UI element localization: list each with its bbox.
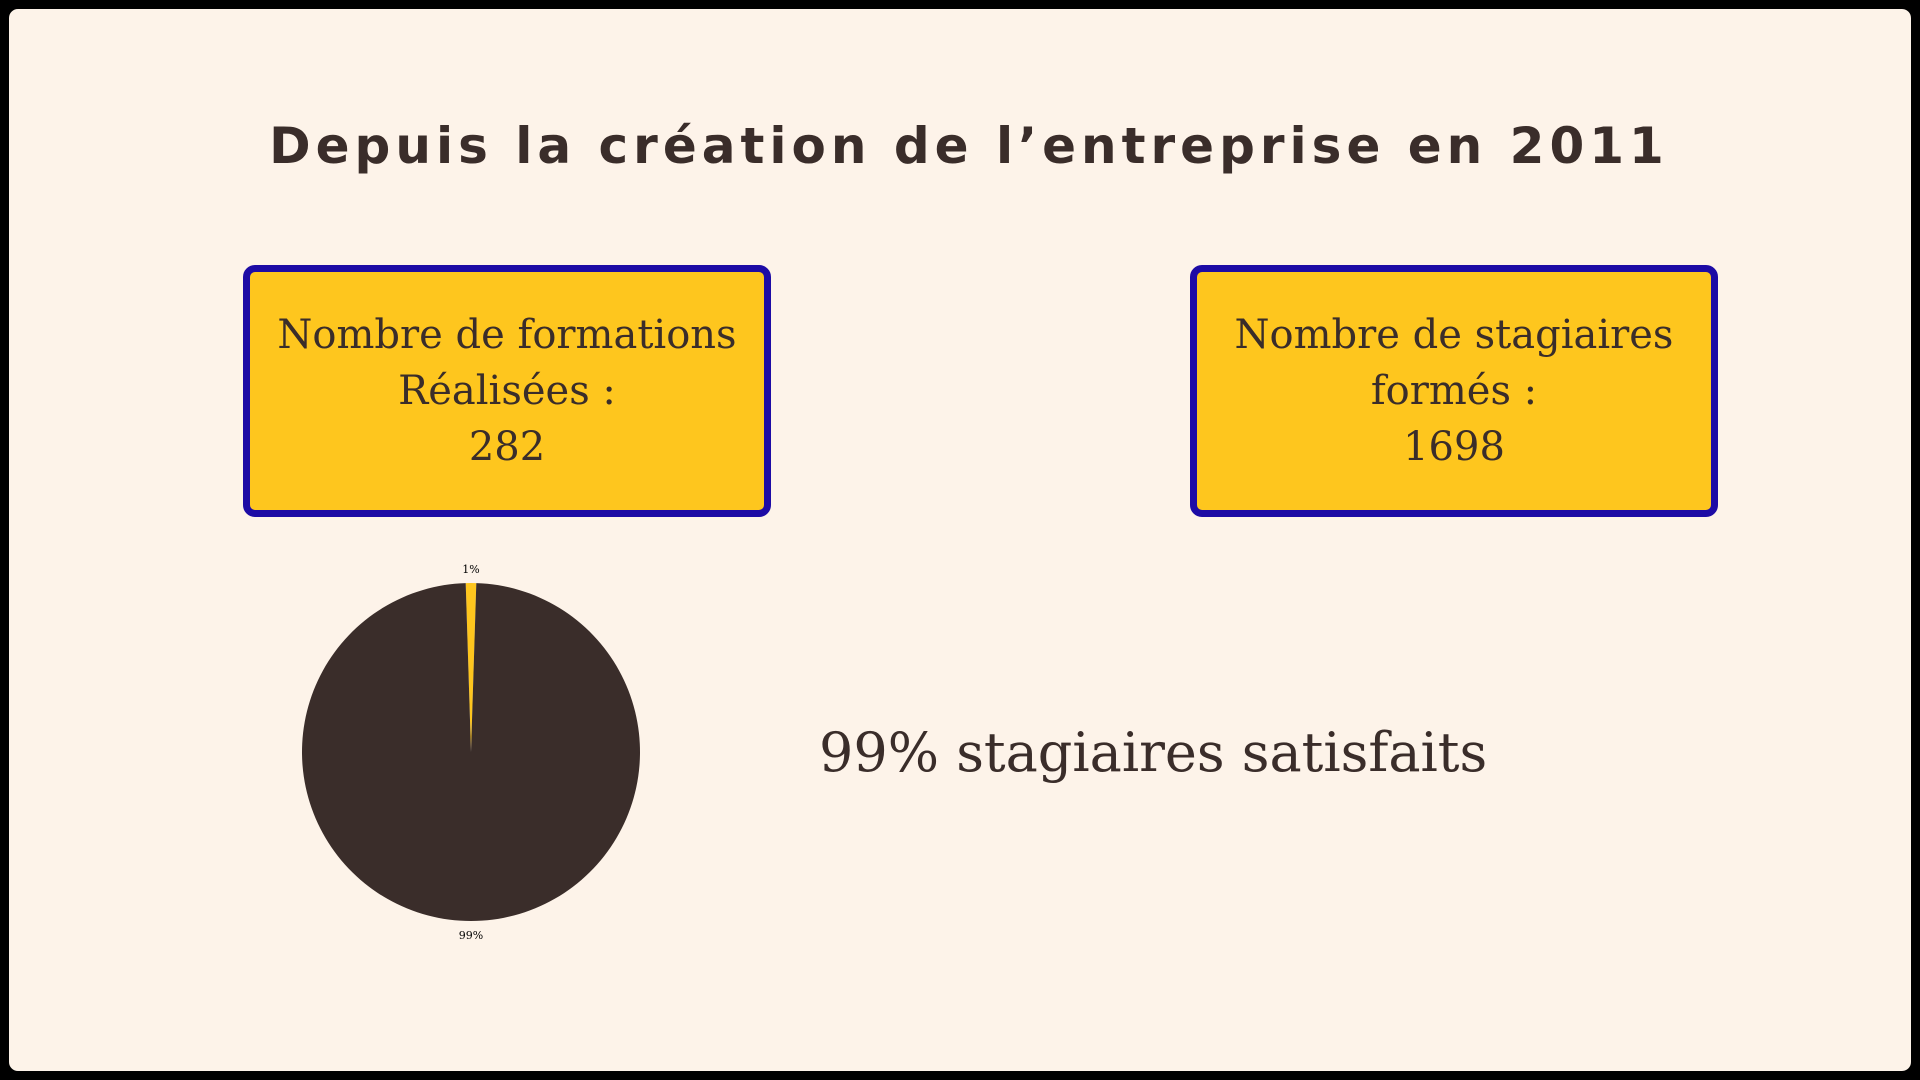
pie-svg: 1% 99% — [302, 563, 641, 942]
satisfaction-pie-chart: 1% 99% — [279, 554, 679, 974]
formations-card: Nombre de formations Réalisées : 282 — [243, 265, 771, 517]
slide-title: Depuis la création de l’entreprise en 20… — [269, 117, 1669, 175]
trainees-card-line2: formés : — [1370, 368, 1538, 414]
formations-card-line2: Réalisées : — [398, 368, 616, 414]
trainees-card-line1: Nombre de stagiaires — [1234, 312, 1674, 358]
formations-card-line1: Nombre de formations — [277, 312, 737, 358]
formations-count: 282 — [468, 424, 546, 470]
pie-label-99: 99% — [459, 929, 483, 942]
pie-slice-1 — [465, 583, 477, 752]
satisfaction-text: 99% stagiaires satisfaits — [819, 721, 1488, 784]
pie-label-1: 1% — [462, 563, 479, 576]
trainees-card: Nombre de stagiaires formés : 1698 — [1190, 265, 1718, 517]
pie-slice-99 — [302, 583, 641, 922]
trainees-count: 1698 — [1403, 424, 1505, 470]
